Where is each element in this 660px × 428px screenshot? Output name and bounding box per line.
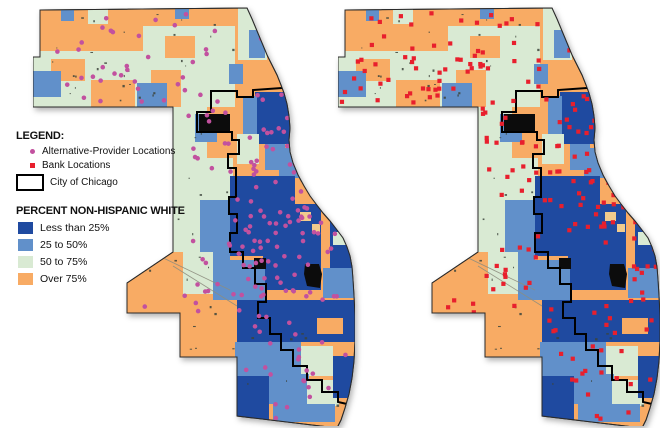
alternative-providers-map: [33, 7, 355, 426]
choropleth-class-row: Less than 25%: [18, 222, 226, 234]
class-label: 50 to 75%: [40, 256, 88, 268]
legend-title: LEGEND:: [16, 130, 65, 142]
legend-item-label: Alternative-Provider Locations: [42, 146, 176, 157]
legend-item-banks: Bank Locations: [30, 160, 226, 171]
class-color-swatch: [18, 239, 33, 251]
legend: LEGEND: Alternative-Provider Locations B…: [16, 130, 226, 290]
choropleth-classes: Less than 25% 25 to 50% 50 to 75% Over 75%: [16, 222, 226, 285]
choropleth-class-row: Over 75%: [18, 273, 226, 285]
class-label: Less than 25%: [40, 222, 110, 234]
legend-item-alternative-providers: Alternative-Provider Locations: [30, 146, 226, 157]
class-color-swatch: [18, 256, 33, 268]
bank-square-icon: [30, 163, 42, 168]
city-boundary-icon: [16, 174, 44, 191]
legend-item-city-of-chicago: City of Chicago: [16, 174, 226, 191]
alternative-provider-dot-icon: [30, 149, 42, 154]
choropleth-title: PERCENT NON-HISPANIC WHITE: [16, 205, 185, 217]
class-color-swatch: [18, 222, 33, 234]
class-color-swatch: [18, 273, 33, 285]
choropleth-class-row: 25 to 50%: [18, 239, 226, 251]
banks-map: [338, 7, 660, 426]
choropleth-class-row: 50 to 75%: [18, 256, 226, 268]
class-label: Over 75%: [40, 273, 87, 285]
legend-item-label: Bank Locations: [42, 160, 111, 171]
legend-item-label: City of Chicago: [50, 177, 118, 188]
class-label: 25 to 50%: [40, 239, 88, 251]
